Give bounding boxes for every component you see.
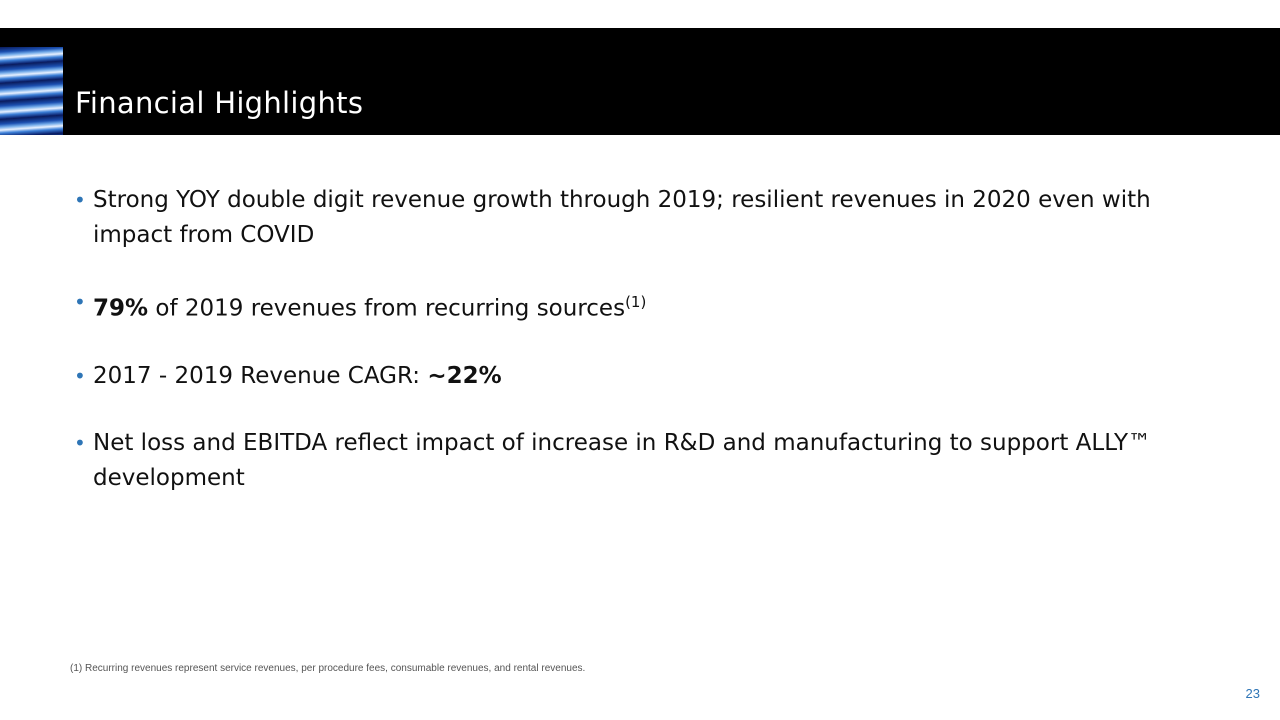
bullet-item: Net loss and EBITDA reflect impact of in… — [74, 426, 1203, 496]
bullet-bold: ~22% — [427, 362, 502, 389]
bullet-text: of 2019 revenues from recurring sources — [148, 295, 626, 322]
bullet-text: Net loss and EBITDA reflect impact of in… — [93, 429, 1151, 491]
bullet-item: 2017 - 2019 Revenue CAGR: ~22% — [74, 359, 1203, 394]
bullet-bold: 79% — [93, 295, 149, 322]
bullet-list: Strong YOY double digit revenue growth t… — [74, 183, 1203, 528]
bullet-text: 2017 - 2019 Revenue CAGR: — [93, 362, 428, 389]
footnote-ref: (1) — [625, 293, 647, 311]
bullet-text: Strong YOY double digit revenue growth t… — [93, 187, 1151, 248]
title-bar: Financial Highlights — [0, 28, 1280, 135]
bullet-item: Strong YOY double digit revenue growth t… — [74, 183, 1203, 253]
banner-image — [0, 47, 63, 135]
page-number: 23 — [1245, 686, 1260, 701]
bullet-item: 79% of 2019 revenues from recurring sour… — [74, 285, 1203, 327]
footnote: (1) Recurring revenues represent service… — [70, 663, 586, 674]
page-title: Financial Highlights — [75, 86, 364, 120]
